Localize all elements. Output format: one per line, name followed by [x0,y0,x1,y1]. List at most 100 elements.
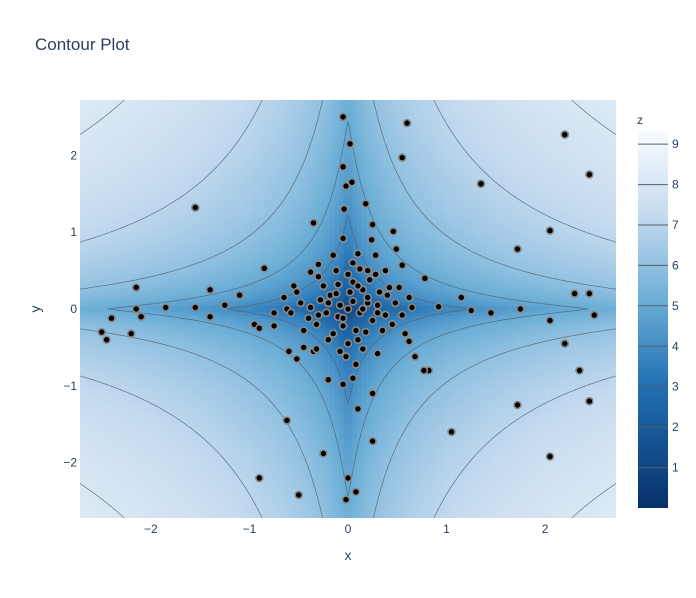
scatter-point [314,272,323,282]
scatter-point [368,436,377,446]
scatter-point [341,181,351,191]
scatter-point [513,244,522,254]
scatter-point [292,354,302,364]
scatter-point [316,295,325,305]
scatter-point [304,313,313,323]
scatter-point [319,449,328,458]
x-tick-label: 0 [345,522,352,536]
colorbar-ticks: 1 2 3 4 5 6 7 8 9 [638,137,679,475]
scatter-point [560,339,570,348]
scatter-point [365,275,375,285]
scatter-point [338,162,348,172]
scatter-point [328,250,338,260]
scatter-point [373,300,382,310]
plot-area [80,100,616,518]
scatter-point [284,346,294,356]
scatter-point [361,327,371,337]
scatter-point [456,293,466,302]
scatter-point [545,452,555,461]
colorbar-tick-label: 7 [672,218,679,232]
colorbar-tick-label: 4 [672,339,679,353]
scatter-point [328,329,338,338]
scatter-point [191,303,200,312]
scatter-point [333,280,343,289]
scatter-point [341,352,351,361]
scatter-point [397,310,407,320]
scatter-point [397,260,407,270]
contour-line [80,100,616,518]
x-axis-ticks: −2 −1 0 1 2 [144,522,549,536]
scatter-point [353,404,363,414]
colorbar: z 1 2 3 4 5 6 7 8 9 [637,113,679,508]
scatter-point [361,199,371,208]
colorbar-tick-label: 8 [672,178,679,192]
scatter-point [373,349,382,358]
scatter-point [343,339,353,348]
scatter-point [345,139,355,149]
scatter-point [476,179,486,189]
colorbar-tick-label: 1 [672,461,679,475]
chart-title: Contour Plot [35,35,130,54]
scatter-point [292,287,302,297]
scatter-point [107,313,116,323]
scatter-point [570,289,579,298]
scatter-point [97,327,106,337]
scatter-point [404,293,414,302]
colorbar-gradient [638,132,668,508]
colorbar-title: z [637,113,643,127]
contour-line [80,100,616,518]
scatter-point [294,490,304,500]
scatter-point [351,326,361,335]
scatter-point [368,389,377,398]
scatter-point [343,473,353,483]
scatter-point [513,400,522,410]
scatter-point [387,320,397,329]
scatter-point [371,270,380,279]
scatter-point [585,396,594,406]
y-axis-ticks: −2 −1 0 1 2 [63,148,77,469]
y-tick-label: 2 [70,148,77,162]
scatter-point [331,289,341,298]
scatter-point [314,310,323,320]
scatter-point [335,300,345,310]
scatter-point [575,366,584,375]
scatter-point [348,258,358,268]
scatter-point [338,321,348,331]
scatter-point [390,298,400,308]
y-tick-label: −1 [63,379,77,393]
scatter-point [367,235,376,245]
scatter-point [296,298,306,308]
scatter-point [589,310,599,320]
scatter-point [351,487,361,497]
scatter-point [348,296,358,306]
scatter-point [343,304,353,314]
scatter-point [388,227,398,236]
x-tick-label: −2 [144,522,158,536]
scatter-point [383,290,392,300]
x-axis-label: x [345,547,352,563]
scatter-point [259,263,269,273]
y-tick-label: −2 [63,456,77,470]
scatter-point [338,313,348,323]
scatter-point [375,287,384,297]
scatter-point [385,283,394,292]
y-tick-label: 1 [70,225,77,239]
scatter-point [560,130,570,139]
scatter-points [97,112,599,504]
scatter-point [338,112,348,122]
scatter-point [363,293,373,302]
scatter-point [136,312,146,322]
scatter-point [331,266,341,275]
scatter-point [353,281,363,291]
scatter-point [205,312,215,322]
scatter-point [381,266,390,275]
scatter-point [131,283,141,292]
scatter-point [410,352,420,361]
scatter-point [299,343,309,352]
scatter-point [545,316,555,325]
scatter-point [220,300,230,310]
colorbar-tick-label: 5 [672,299,679,313]
scatter-point [368,316,377,325]
scatter-point [358,344,368,354]
